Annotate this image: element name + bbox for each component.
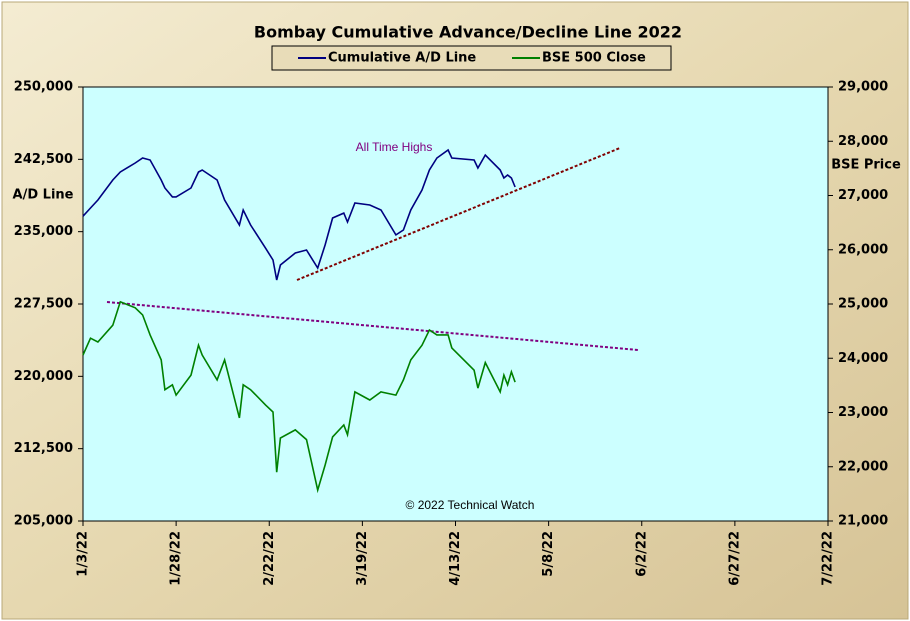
y2-axis-label: BSE Price <box>831 158 901 173</box>
y-tick-label: 250,000 <box>14 80 73 95</box>
y2-tick-label: 21,000 <box>838 514 888 529</box>
x-tick-label: 6/27/22 <box>727 531 742 586</box>
y2-tick-label: 29,000 <box>838 80 888 95</box>
series-line <box>82 300 516 494</box>
y2-tick-label: 27,000 <box>838 188 888 203</box>
legend-label: Cumulative A/D Line <box>328 51 476 66</box>
y2-tick-label: 23,000 <box>838 405 888 420</box>
y-tick-label: 205,000 <box>14 514 73 529</box>
y-axis-label: A/D Line <box>13 188 74 203</box>
y2-tick-label: 25,000 <box>838 297 888 312</box>
legend-label: BSE 500 Close <box>542 51 646 66</box>
y2-tick-label: 28,000 <box>838 134 888 149</box>
x-tick-label: 2/22/22 <box>262 531 277 586</box>
y-tick-label: 212,500 <box>14 441 73 456</box>
trend-line <box>106 301 639 351</box>
legend <box>271 45 672 71</box>
series-line <box>82 148 516 281</box>
x-tick-label: 6/2/22 <box>634 531 649 577</box>
y2-tick-label: 24,000 <box>838 351 888 366</box>
chart-title: Bombay Cumulative Advance/Decline Line 2… <box>254 23 682 42</box>
x-tick-label: 4/13/22 <box>448 531 463 586</box>
x-tick-label: 7/22/22 <box>821 531 836 586</box>
y-tick-label: 235,000 <box>14 224 73 239</box>
x-tick-label: 5/8/22 <box>541 531 556 577</box>
x-tick-label: 3/19/22 <box>355 531 370 586</box>
x-tick-label: 1/3/22 <box>76 531 91 577</box>
annotation: All Time Highs <box>356 140 433 154</box>
x-tick-label: 1/28/22 <box>169 531 184 586</box>
annotation: © 2022 Technical Watch <box>406 498 535 512</box>
trend-line <box>296 147 621 281</box>
y-tick-label: 227,500 <box>14 297 73 312</box>
y-tick-label: 242,500 <box>14 152 73 167</box>
legend-items: Cumulative A/D Line BSE 500 Close <box>298 51 646 66</box>
y2-tick-label: 22,000 <box>838 459 888 474</box>
plot-area <box>82 86 829 522</box>
y2-tick-label: 26,000 <box>838 242 888 257</box>
y-tick-label: 220,000 <box>14 369 73 384</box>
